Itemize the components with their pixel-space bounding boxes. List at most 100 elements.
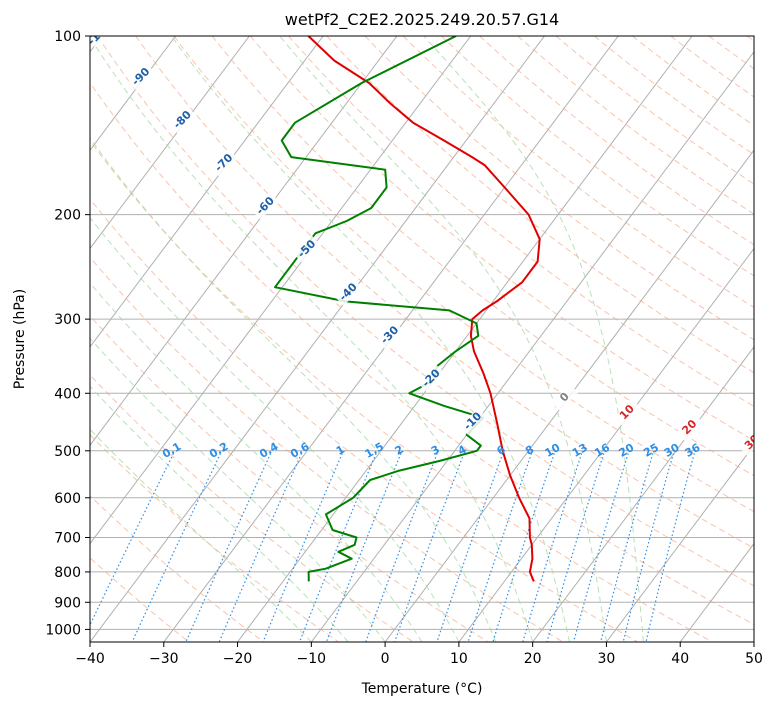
isotherm-label-bg xyxy=(169,106,197,134)
dry-adiabat xyxy=(479,36,754,246)
mixing-ratio-line xyxy=(492,453,555,642)
isotherm-label-bg xyxy=(90,36,114,48)
moist-adiabat xyxy=(90,137,497,642)
moist-adiabat xyxy=(279,36,607,642)
mixing-ratio-line xyxy=(572,453,629,642)
mixing-ratio-label: 0.6 xyxy=(288,440,312,461)
mixing-ratio-line xyxy=(394,453,465,642)
dewpoint-profile xyxy=(274,36,485,582)
dry-adiabat xyxy=(173,36,754,513)
dry-adiabat xyxy=(211,36,754,477)
dry-adiabat xyxy=(90,314,489,642)
dry-adiabat xyxy=(90,495,265,642)
mixing-ratio-line xyxy=(600,453,654,642)
isotherm-label-bg xyxy=(551,384,579,411)
moist-adiabat xyxy=(90,337,386,642)
y-axis-label: Pressure (hPa) xyxy=(12,289,28,389)
moist-adiabat xyxy=(90,282,423,642)
x-axis: −40 −30 −20 −10 0 10 20 30 40 50 xyxy=(75,642,763,667)
dry-adiabat xyxy=(135,36,754,549)
mixing-ratio-label: 0.4 xyxy=(257,440,281,461)
dry-adiabat xyxy=(326,36,754,374)
y-tick-label: 100 xyxy=(54,29,81,45)
isotherm-label-bg xyxy=(418,364,445,392)
x-tick-label: −20 xyxy=(223,651,253,667)
mixing-ratio-label: 0.2 xyxy=(207,440,230,461)
x-tick-label: 0 xyxy=(381,651,390,667)
mixing-ratio-label: 20 xyxy=(617,441,637,460)
y-axis: 100 200 300 400 500 600 700 800 900 1000 xyxy=(45,29,90,638)
temperature-profile xyxy=(307,36,541,582)
isotherm-line xyxy=(90,36,324,348)
dry-adiabat xyxy=(288,36,754,407)
mixing-ratio-line xyxy=(365,453,438,642)
dry-adiabat xyxy=(90,82,754,626)
mixing-ratio-label: 36 xyxy=(683,441,703,460)
dry-adiabat xyxy=(90,198,639,642)
dry-adiabat xyxy=(746,36,754,42)
plot-frame xyxy=(89,35,755,643)
dry-adiabat xyxy=(402,36,754,309)
isotherm-label-bg xyxy=(738,429,754,456)
y-tick-label: 700 xyxy=(54,531,81,547)
mixing-ratio-line xyxy=(436,453,504,642)
mixing-ratio-label: 25 xyxy=(641,441,661,460)
x-tick-label: −30 xyxy=(149,651,179,667)
y-tick-label: 200 xyxy=(54,208,81,224)
y-tick-label: 900 xyxy=(54,595,81,611)
mixing-ratio-line xyxy=(299,453,377,642)
isotherm-line xyxy=(237,36,693,642)
x-tick-label: 20 xyxy=(524,651,542,667)
mixing-ratio-line xyxy=(185,453,272,642)
x-tick-label: −40 xyxy=(75,651,105,667)
x-tick-label: 50 xyxy=(745,651,763,667)
moist-adiabat xyxy=(90,385,349,642)
mixing-ratio-line xyxy=(546,453,605,642)
isotherm-label-bg xyxy=(459,408,487,435)
isotherm-line xyxy=(90,36,545,642)
isotherm-label-bg xyxy=(613,399,641,426)
x-tick-label: 40 xyxy=(671,651,689,667)
isotherm-line xyxy=(458,247,754,642)
moist-adiabat xyxy=(90,428,312,642)
mixing-ratio-label: 1.5 xyxy=(363,440,386,461)
x-tick-label: 10 xyxy=(450,651,468,667)
isotherm-line xyxy=(532,346,754,642)
isotherm-line xyxy=(90,36,398,447)
isotherm-line xyxy=(90,36,177,151)
mixing-ratio-label: 6 xyxy=(495,443,508,458)
mixing-ratio-label: 10 xyxy=(543,441,563,460)
mixing-ratio-label: 13 xyxy=(570,441,590,460)
dry-adiabat xyxy=(90,374,414,642)
isotherm-line xyxy=(384,149,754,642)
isotherm-line xyxy=(90,36,250,250)
moist-adiabat xyxy=(90,216,460,642)
chart-title: wetPf2_C2E2.2025.249.20.57.G14 xyxy=(285,10,559,30)
mixing-ratio-line xyxy=(522,453,583,642)
y-tick-label: 800 xyxy=(54,565,81,581)
y-tick-label: 600 xyxy=(54,491,81,507)
isotherm-label-bg xyxy=(127,63,155,91)
mixing-ratio-line xyxy=(262,453,343,642)
isotherm-label-bg xyxy=(376,321,404,349)
isotherm-label-bg xyxy=(293,235,321,263)
isotherm-line xyxy=(606,444,754,642)
mixing-ratio-line xyxy=(131,453,222,642)
moist-adiabat xyxy=(170,36,571,642)
mixing-ratio-label: 30 xyxy=(662,441,682,460)
isotherm-label-bg xyxy=(335,278,363,306)
isotherm-label-bg xyxy=(210,149,238,177)
x-tick-label: −10 xyxy=(297,651,327,667)
mixing-ratio-line xyxy=(622,453,675,642)
y-tick-label: 400 xyxy=(54,386,81,402)
dry-adiabat xyxy=(90,557,190,642)
x-axis-label: Temperature (°C) xyxy=(361,681,483,697)
y-tick-label: 1000 xyxy=(45,622,81,638)
data-series xyxy=(274,36,541,582)
isotherm-line xyxy=(310,50,754,642)
mixing-ratio-line xyxy=(467,453,533,642)
dry-adiabat xyxy=(555,36,754,185)
dry-adiabat xyxy=(708,36,754,70)
x-tick-label: 30 xyxy=(598,651,616,667)
